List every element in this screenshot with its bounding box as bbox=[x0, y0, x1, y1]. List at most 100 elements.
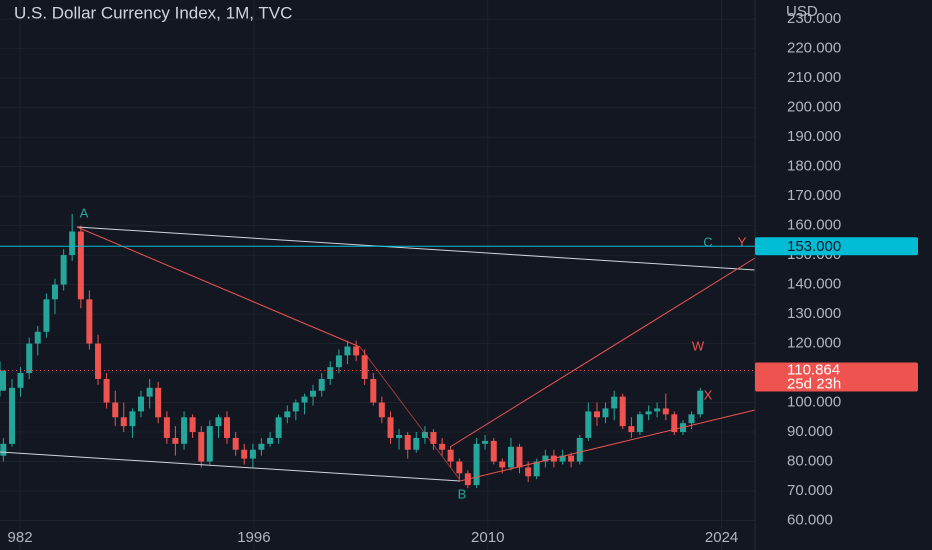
candle-body bbox=[361, 355, 368, 379]
candle-body bbox=[34, 331, 41, 344]
trend-line bbox=[76, 226, 361, 348]
candle-body bbox=[602, 408, 609, 418]
candle-body bbox=[224, 417, 231, 438]
y-tick-label: 180.000 bbox=[787, 158, 841, 175]
trend-line bbox=[359, 346, 461, 481]
candle-body bbox=[120, 417, 127, 427]
candle-body bbox=[17, 373, 24, 388]
candle-body bbox=[387, 417, 394, 438]
candle-body bbox=[284, 411, 291, 418]
y-tick-label: 220.000 bbox=[787, 40, 841, 57]
candle-body bbox=[619, 396, 626, 427]
candle-body bbox=[344, 346, 351, 356]
trend-line bbox=[459, 409, 756, 482]
y-tick-label: 130.000 bbox=[787, 305, 841, 322]
candle-body bbox=[370, 378, 377, 403]
price-badge-label: 153.000 bbox=[787, 238, 841, 255]
y-tick-label: 80.000 bbox=[787, 452, 833, 469]
y-tick-label: 120.000 bbox=[787, 335, 841, 352]
candle-body bbox=[507, 446, 514, 468]
candle-body bbox=[241, 449, 248, 459]
candle-body bbox=[490, 440, 497, 462]
candle-body bbox=[662, 408, 669, 415]
candle-body bbox=[69, 231, 76, 256]
trend-line bbox=[0, 451, 461, 482]
y-tick-label: 210.000 bbox=[787, 69, 841, 86]
wave-label: A bbox=[80, 205, 89, 220]
candle-body bbox=[654, 408, 661, 412]
candle-body bbox=[335, 355, 342, 368]
candle-body bbox=[516, 446, 523, 468]
candle-body bbox=[671, 414, 678, 433]
candle-body bbox=[43, 299, 50, 332]
candle-body bbox=[645, 411, 652, 415]
candle-body bbox=[0, 443, 7, 456]
candle-body bbox=[267, 437, 274, 444]
candle-body bbox=[430, 432, 437, 444]
candle-body bbox=[112, 402, 119, 418]
candle-body bbox=[249, 449, 256, 459]
candle-body bbox=[9, 387, 16, 444]
y-tick-label: 190.000 bbox=[787, 128, 841, 145]
wave-label: W bbox=[692, 338, 705, 353]
countdown-label: 25d 23h bbox=[787, 375, 841, 392]
candle-body bbox=[396, 434, 403, 438]
candle-body bbox=[533, 461, 540, 477]
candle-body bbox=[421, 432, 428, 438]
y-tick-label: 200.000 bbox=[787, 99, 841, 116]
y-tick-label: 60.000 bbox=[787, 511, 833, 528]
candle-body bbox=[275, 417, 282, 438]
candle-body bbox=[593, 411, 600, 418]
candle-body bbox=[129, 411, 136, 427]
wave-label: Y bbox=[738, 234, 747, 249]
candle-body bbox=[636, 414, 643, 433]
candle-body bbox=[51, 284, 58, 300]
candle-body bbox=[206, 426, 213, 462]
candle-body bbox=[77, 231, 84, 300]
candle-body bbox=[456, 461, 463, 474]
wave-label: B bbox=[458, 486, 467, 501]
candle-body bbox=[301, 396, 308, 403]
x-tick-label: 1996 bbox=[237, 529, 270, 546]
candle-body bbox=[688, 414, 695, 424]
candle-body bbox=[482, 440, 489, 444]
candle-body bbox=[0, 370, 6, 391]
candle-body bbox=[568, 455, 575, 462]
candle-body bbox=[318, 378, 325, 391]
candle-body bbox=[585, 411, 592, 438]
candle-body bbox=[628, 426, 635, 433]
y-tick-label: 70.000 bbox=[787, 482, 833, 499]
candle-body bbox=[163, 417, 170, 438]
candle-body bbox=[181, 417, 188, 444]
candle-body bbox=[404, 434, 411, 450]
y-tick-label: 90.000 bbox=[787, 423, 833, 440]
candle-body bbox=[103, 378, 110, 403]
x-tick-label: 982 bbox=[8, 529, 33, 546]
candle-body bbox=[60, 255, 67, 285]
last-price-label: 110.864 bbox=[787, 361, 840, 378]
candle-body bbox=[697, 390, 704, 415]
candle-body bbox=[439, 443, 446, 450]
candle-body bbox=[378, 402, 385, 418]
candle-body bbox=[172, 437, 179, 444]
candle-body bbox=[525, 467, 532, 477]
candle-body bbox=[137, 396, 144, 412]
x-tick-label: 2024 bbox=[705, 529, 738, 546]
candle-body bbox=[473, 443, 480, 486]
trend-line bbox=[76, 226, 756, 271]
candle-body bbox=[559, 455, 566, 462]
candle-body bbox=[327, 367, 334, 379]
candle-body bbox=[198, 432, 205, 462]
candle-body bbox=[542, 455, 549, 462]
y-tick-label: 230.000 bbox=[787, 10, 841, 27]
candle-body bbox=[310, 390, 317, 397]
chart-title: U.S. Dollar Currency Index, 1M, TVC bbox=[14, 3, 292, 22]
candle-body bbox=[86, 299, 93, 344]
candle-body bbox=[576, 437, 583, 462]
candle-body bbox=[155, 387, 162, 418]
y-tick-label: 170.000 bbox=[787, 187, 841, 204]
candle-body bbox=[353, 346, 360, 356]
last-price-badge bbox=[755, 362, 918, 392]
